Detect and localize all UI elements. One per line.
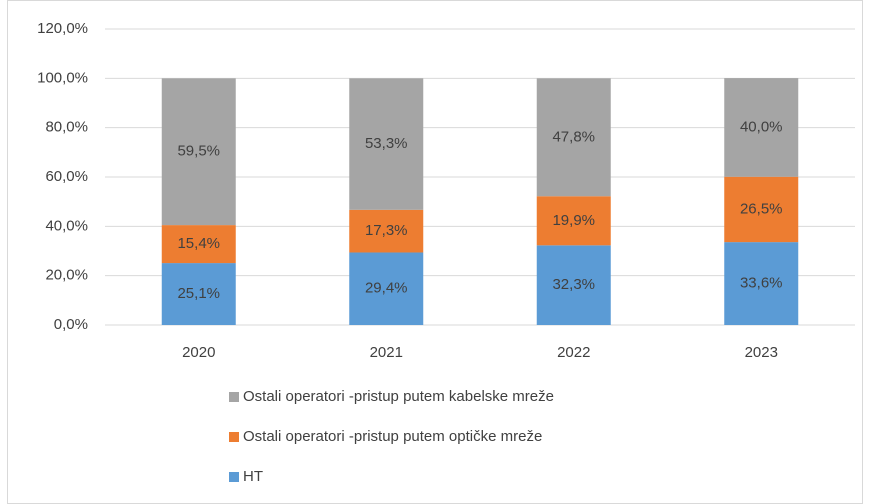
- bar-segment: [349, 209, 424, 253]
- legend-swatch: [229, 472, 239, 482]
- bar-segment: [724, 242, 799, 325]
- legend-swatch: [229, 392, 239, 402]
- data-label: 53,3%: [365, 135, 408, 152]
- data-label: 15,4%: [177, 235, 220, 252]
- data-label: 19,9%: [552, 212, 595, 229]
- x-tick-label: 2022: [557, 344, 590, 361]
- data-label: 26,5%: [740, 200, 783, 217]
- bar-segment: [349, 252, 424, 325]
- data-label: 17,3%: [365, 222, 408, 239]
- bar-segment: [724, 78, 799, 177]
- bar-segment: [536, 196, 611, 246]
- y-tick-label: 60,0%: [45, 168, 88, 185]
- data-label: 40,0%: [740, 118, 783, 135]
- bar-segment: [161, 263, 236, 325]
- y-tick-label: 20,0%: [45, 267, 88, 284]
- data-label: 25,1%: [177, 285, 220, 302]
- legend-label: Ostali operatori -pristup putem optičke …: [243, 428, 542, 445]
- data-label: 33,6%: [740, 275, 783, 292]
- legend-label: Ostali operatori -pristup putem kabelske…: [243, 388, 554, 405]
- x-tick-label: 2021: [370, 344, 403, 361]
- x-tick-label: 2020: [182, 344, 215, 361]
- y-tick-label: 0,0%: [54, 316, 88, 333]
- bar-segment: [536, 78, 611, 197]
- bar-segment: [349, 78, 424, 210]
- y-tick-label: 40,0%: [45, 217, 88, 234]
- bar-segment: [724, 176, 799, 243]
- legend-label: HT: [243, 468, 263, 485]
- data-label: 32,3%: [552, 276, 595, 293]
- y-tick-label: 120,0%: [37, 20, 88, 37]
- bar-segment: [161, 78, 236, 226]
- data-label: 47,8%: [552, 128, 595, 145]
- data-label: 59,5%: [177, 143, 220, 160]
- bar-segment: [161, 225, 236, 264]
- bar-segment: [536, 245, 611, 325]
- chart-frame: [7, 0, 863, 504]
- data-label: 29,4%: [365, 280, 408, 297]
- legend-swatch: [229, 432, 239, 442]
- y-tick-label: 80,0%: [45, 119, 88, 136]
- y-tick-label: 100,0%: [37, 69, 88, 86]
- x-tick-label: 2023: [745, 344, 778, 361]
